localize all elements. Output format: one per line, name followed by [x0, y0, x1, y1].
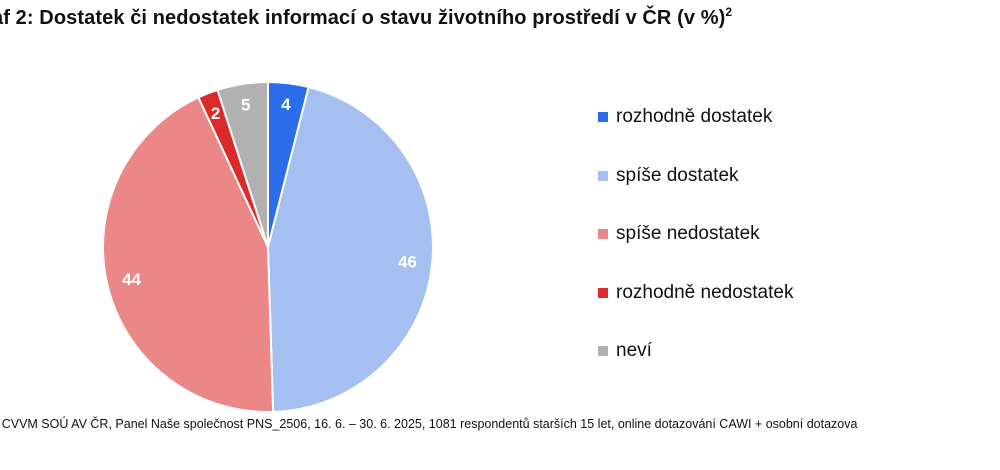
- pie-label-rozhodne-nedostatek: 2: [211, 104, 220, 123]
- legend-swatch-spise-nedostatek: [598, 229, 608, 239]
- legend-label-spise-dostatek: spíše dostatek: [616, 164, 739, 186]
- legend-item-spise-dostatek: spíše dostatek: [598, 165, 793, 224]
- legend-label-rozhodne-nedostatek: rozhodně nedostatek: [616, 281, 794, 303]
- source-note: j: CVVM SOÚ AV ČR, Panel Naše společnost…: [0, 417, 858, 431]
- pie-slice-spise-nedostatek: [102, 96, 275, 413]
- chart-title: af 2: Dostatek či nedostatek informací o…: [0, 5, 732, 30]
- legend-swatch-rozhodne-nedostatek: [598, 287, 608, 298]
- legend-item-nevi: neví: [598, 340, 793, 399]
- legend-swatch-spise-dostatek: [598, 170, 608, 181]
- pie-label-rozhodne-dostatek: 4: [281, 95, 291, 114]
- legend-item-rozhodne-dostatek: rozhodně dostatek: [598, 106, 793, 165]
- chart-title-footnote-mark: 2: [725, 5, 733, 19]
- legend-label-nevi: neví: [616, 340, 652, 361]
- pie-slice-nevi: [216, 81, 269, 248]
- legend-swatch-rozhodne-dostatek: [598, 112, 608, 122]
- chart-title-text: af 2: Dostatek či nedostatek informací o…: [0, 7, 726, 29]
- legend-label-rozhodne-dostatek: rozhodně dostatek: [616, 106, 773, 127]
- chart-legend: rozhodně dostatek spíše dostatek spíše n…: [598, 106, 793, 399]
- legend-swatch-nevi: [598, 346, 608, 356]
- pie-slice-spise-dostatek: [267, 86, 434, 413]
- pie-label-spise-nedostatek: 44: [122, 270, 141, 289]
- legend-item-spise-nedostatek: spíše nedostatek: [598, 223, 793, 282]
- legend-label-spise-nedostatek: spíše nedostatek: [616, 223, 760, 244]
- legend-item-rozhodne-nedostatek: rozhodně nedostatek: [598, 282, 793, 341]
- pie-label-spise-dostatek: 46: [398, 253, 417, 272]
- pie-label-nevi: 5: [241, 96, 250, 115]
